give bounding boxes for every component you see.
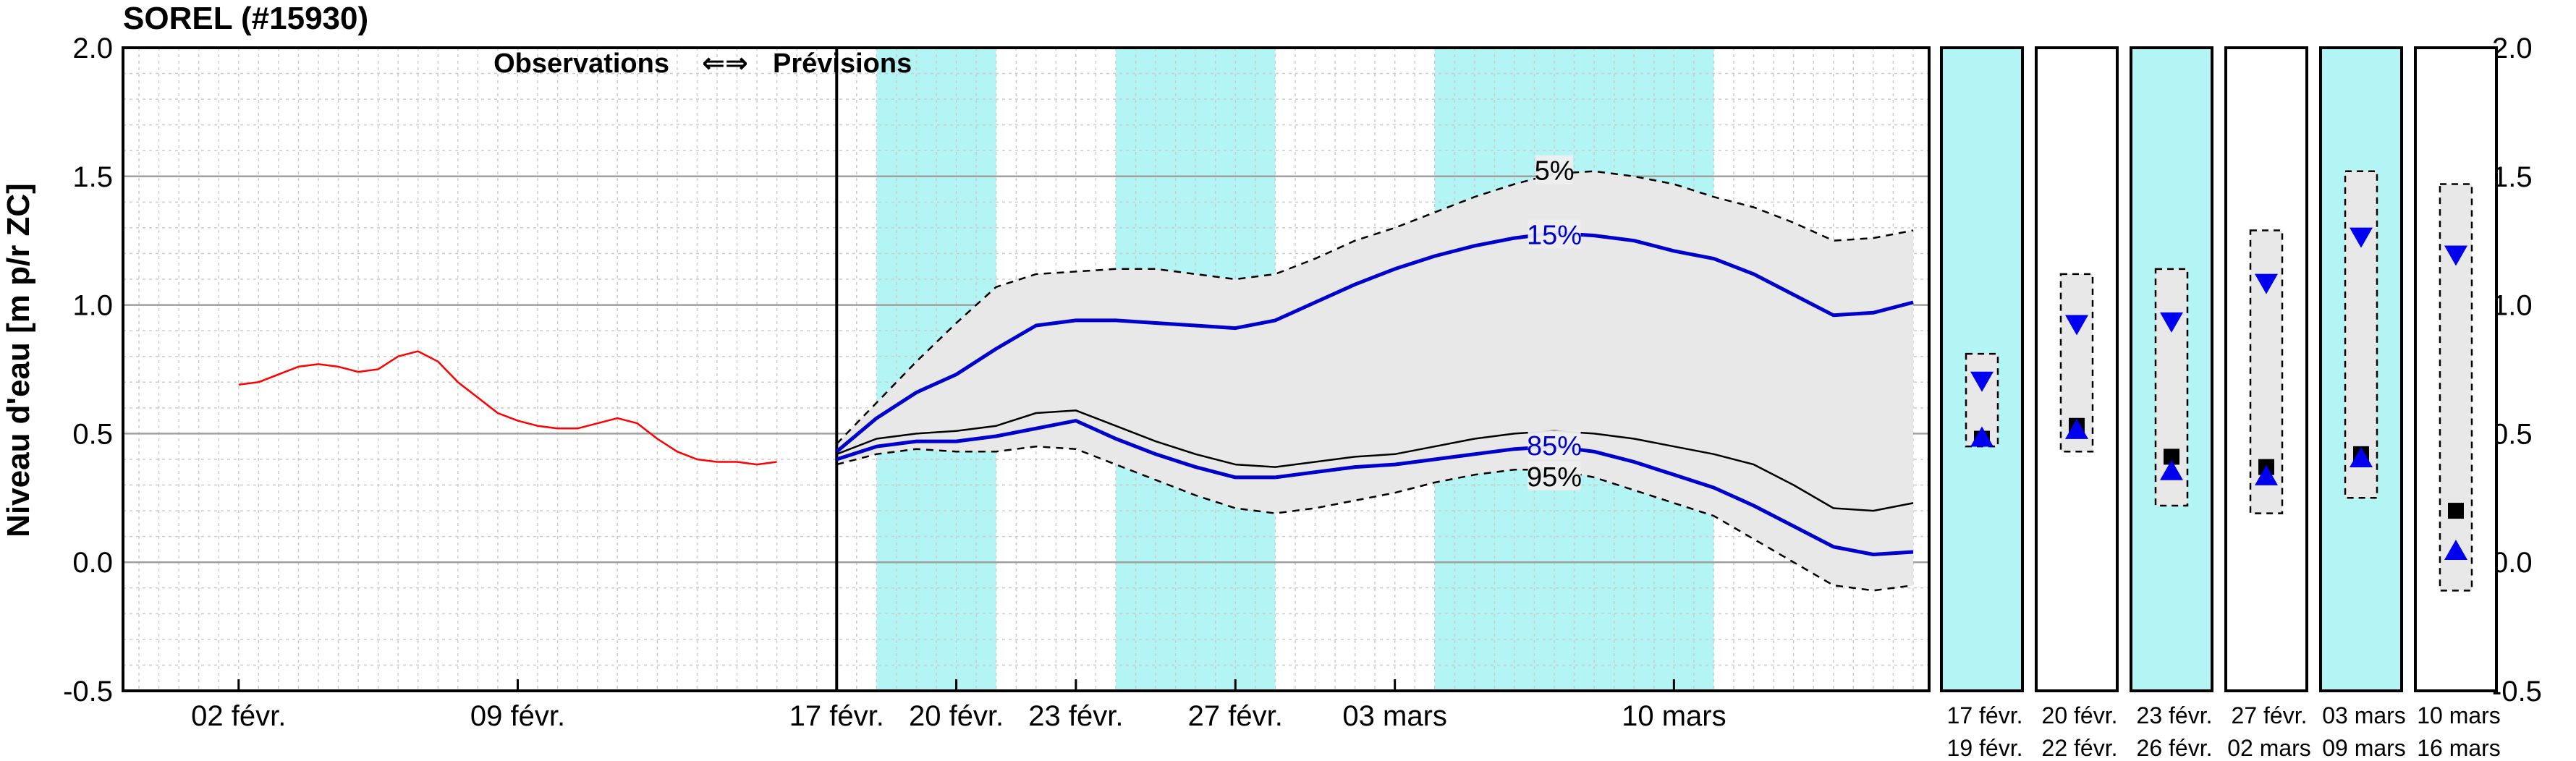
x-tick-label: 02 févr. <box>191 700 286 732</box>
period-upper-marker <box>2255 273 2278 294</box>
period-lower-marker <box>2255 464 2278 485</box>
period-panel: 03 mars 09 mars <box>2319 46 2406 761</box>
y-tick-label: 2.0 <box>72 33 113 64</box>
x-tick-label: 27 févr. <box>1188 700 1283 732</box>
period-panel: 17 févr. 19 févr. <box>1940 46 2024 761</box>
forecast-header: Prévisions <box>773 48 912 79</box>
period-panels: 17 févr. 19 févr. 20 févr. 22 févr. 23 févr.… <box>1940 46 2501 761</box>
period-lower-marker <box>2065 418 2088 439</box>
period-label-end: 19 févr. <box>1947 735 2023 761</box>
observations-header: Observations <box>493 48 669 79</box>
series-line-5pct <box>836 170 1914 445</box>
period-median-marker <box>2448 503 2464 519</box>
chart-title: SOREL (#15930) <box>123 1 368 36</box>
period-label-start: 23 févr. <box>2137 702 2213 728</box>
period-label-start: 27 févr. <box>2232 702 2308 728</box>
x-tick-label: 03 mars <box>1342 700 1447 732</box>
period-range-box <box>2344 170 2378 499</box>
x-tick-label: 20 févr. <box>909 700 1004 732</box>
period-lower-marker <box>2160 459 2183 480</box>
period-upper-marker <box>2350 227 2373 248</box>
percentile-label-bg <box>1535 155 1574 184</box>
period-panel: 23 févr. 26 févr. <box>2130 46 2213 761</box>
period-label-end: 09 mars <box>2322 735 2406 761</box>
period-panel-frame <box>1940 46 2024 692</box>
y-tick-label: -0.5 <box>63 676 113 707</box>
period-label-end: 02 mars <box>2227 735 2311 761</box>
period-label-start: 03 mars <box>2322 702 2406 728</box>
percentile-label: 85% <box>1527 431 1582 462</box>
period-panel: 27 févr. 02 mars <box>2224 46 2311 761</box>
y-tick-label-right: 2.0 <box>2492 33 2533 64</box>
y-axis-label: Niveau d'eau [m p/r ZC] <box>1 183 36 537</box>
period-panel: 20 févr. 22 févr. <box>2035 46 2119 761</box>
x-axis: 02 févr. 09 févr. 17 févr. 20 févr. 23 févr.… <box>191 679 1726 732</box>
period-panel-frame <box>2224 46 2308 692</box>
series-line-85pct <box>836 419 1914 556</box>
percentile-label: 5% <box>1535 156 1575 187</box>
y-tick-label-right: 0.0 <box>2492 547 2533 579</box>
period-label-start: 20 févr. <box>2042 702 2118 728</box>
x-tick-label: 17 févr. <box>789 700 884 732</box>
period-label-start: 17 févr. <box>1947 702 2023 728</box>
y-axis-left: 2.0 1.5 1.0 0.5 0.0 -0.5 <box>63 33 113 707</box>
period-label-end: 26 févr. <box>2137 735 2213 761</box>
period-lower-marker <box>2444 539 2467 560</box>
y-tick-label-right: 1.5 <box>2492 161 2533 193</box>
series-line-médiane <box>836 409 1914 512</box>
y-tick-label: 1.5 <box>72 161 113 193</box>
period-upper-marker <box>1970 371 1994 392</box>
percentile-label-bg <box>1528 219 1581 249</box>
period-label-start: 10 mars <box>2417 702 2501 728</box>
period-upper-marker <box>2444 245 2467 266</box>
series-line-observations <box>238 350 777 466</box>
percentile-label: 95% <box>1527 462 1582 493</box>
y-tick-label: 1.0 <box>72 290 113 322</box>
divider-arrows: ⇐⇒ <box>702 48 748 79</box>
y-tick-label-right: -0.5 <box>2492 676 2542 707</box>
y-tick-label-right: 1.0 <box>2492 290 2533 322</box>
period-panel: 10 mars 16 mars <box>2414 46 2501 761</box>
percentile-label-bg <box>1528 461 1581 490</box>
x-tick-label: 23 févr. <box>1028 700 1123 732</box>
x-tick-label: 10 mars <box>1622 700 1726 732</box>
period-label-end: 16 mars <box>2417 735 2501 761</box>
period-panel-frame <box>2130 46 2213 692</box>
y-tick-label: 0.5 <box>72 418 113 450</box>
period-median-marker <box>2164 448 2179 465</box>
period-range-box <box>2439 183 2473 592</box>
period-panel-frame <box>2414 46 2498 692</box>
period-panel-frame <box>2035 46 2119 692</box>
period-upper-marker <box>2065 315 2088 336</box>
main-plot-frame <box>122 46 1931 692</box>
percentile-label-bg <box>1528 430 1581 460</box>
x-tick-label: 09 févr. <box>470 700 565 732</box>
period-lower-marker <box>2350 446 2373 467</box>
percentile-label: 15% <box>1527 221 1582 251</box>
series-line-15pct <box>835 231 1914 454</box>
main-plot: 5% 15% 85%95% <box>122 46 1931 692</box>
period-panel-frame <box>2319 46 2403 692</box>
period-label-end: 22 févr. <box>2042 735 2118 761</box>
y-tick-label: 0.0 <box>72 547 113 579</box>
y-tick-label-right: 0.5 <box>2492 418 2533 450</box>
period-upper-marker <box>2160 312 2183 333</box>
series-line-95pct <box>836 445 1914 592</box>
percentile-band <box>836 171 1913 591</box>
period-lower-marker <box>1970 426 1994 447</box>
